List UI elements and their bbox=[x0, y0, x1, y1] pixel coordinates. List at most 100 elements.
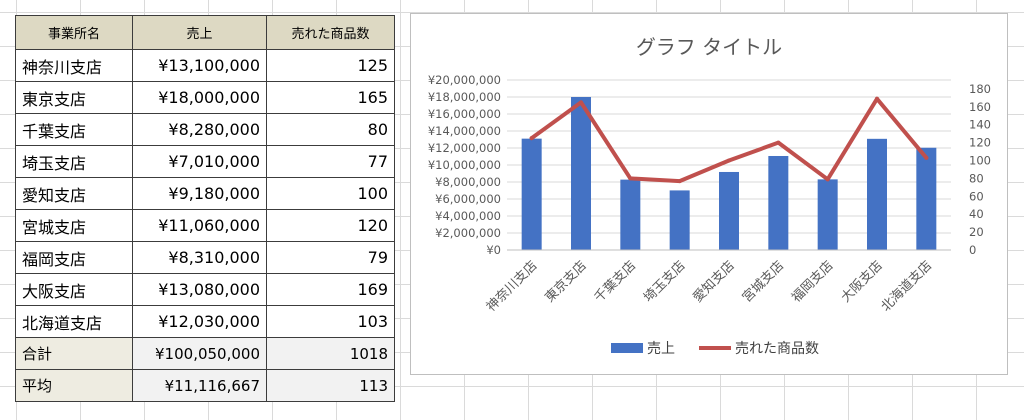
header-cell-sales[interactable]: 売上 bbox=[132, 15, 267, 50]
category-label: 北海道支店 bbox=[879, 258, 936, 315]
left-tick-label: ¥6,000,000 bbox=[435, 192, 501, 206]
legend-swatch-sales bbox=[611, 343, 643, 353]
category-label: 神奈川支店 bbox=[484, 258, 541, 315]
average-label-cell[interactable]: 平均 bbox=[15, 369, 133, 402]
left-tick-label: ¥10,000,000 bbox=[428, 158, 501, 172]
header-cell-branch[interactable]: 事業所名 bbox=[15, 15, 133, 50]
count-cell[interactable]: 80 bbox=[266, 113, 395, 146]
sales-cell[interactable]: ¥7,010,000 bbox=[132, 145, 267, 178]
left-tick-label: ¥2,000,000 bbox=[435, 226, 501, 240]
table-header-row: 事業所名 売上 売れた商品数 bbox=[15, 15, 395, 50]
right-tick-label: 80 bbox=[969, 171, 984, 185]
right-tick-label: 180 bbox=[969, 82, 991, 96]
count-cell[interactable]: 79 bbox=[266, 241, 395, 274]
count-cell[interactable]: 103 bbox=[266, 305, 395, 338]
point-大阪支店[interactable] bbox=[875, 96, 879, 101]
total-sales-cell[interactable]: ¥100,050,000 bbox=[132, 337, 267, 370]
sales-cell[interactable]: ¥9,180,000 bbox=[132, 177, 267, 210]
right-tick-label: 120 bbox=[969, 136, 991, 150]
count-cell[interactable]: 100 bbox=[266, 177, 395, 210]
total-row: 合計 ¥100,050,000 1018 bbox=[15, 337, 395, 370]
count-cell[interactable]: 77 bbox=[266, 145, 395, 178]
bar-愛知支店[interactable] bbox=[719, 171, 739, 250]
table-row: 大阪支店 ¥13,080,000 169 bbox=[15, 273, 395, 306]
right-tick-label: 60 bbox=[969, 189, 984, 203]
sales-cell[interactable]: ¥18,000,000 bbox=[132, 81, 267, 114]
point-千葉支店[interactable] bbox=[628, 176, 633, 181]
table-row: 愛知支店 ¥9,180,000 100 bbox=[15, 177, 395, 210]
table-row: 北海道支店 ¥12,030,000 103 bbox=[15, 305, 395, 338]
branch-cell[interactable]: 北海道支店 bbox=[15, 305, 133, 338]
sales-cell[interactable]: ¥8,310,000 bbox=[132, 241, 267, 274]
category-label: 千葉支店 bbox=[592, 258, 639, 305]
header-cell-count[interactable]: 売れた商品数 bbox=[266, 15, 395, 50]
right-tick-label: 160 bbox=[969, 100, 991, 114]
branch-cell[interactable]: 大阪支店 bbox=[15, 273, 133, 306]
left-tick-label: ¥16,000,000 bbox=[428, 107, 501, 121]
branch-cell[interactable]: 愛知支店 bbox=[15, 177, 133, 210]
branch-cell[interactable]: 東京支店 bbox=[15, 81, 133, 114]
data-table: 事業所名 売上 売れた商品数 神奈川支店 ¥13,100,000 125 東京支… bbox=[15, 15, 395, 402]
table-row: 神奈川支店 ¥13,100,000 125 bbox=[15, 49, 395, 82]
chart-title[interactable]: グラフ タイトル bbox=[636, 35, 782, 59]
table-row: 東京支店 ¥18,000,000 165 bbox=[15, 81, 395, 114]
branch-cell[interactable]: 宮城支店 bbox=[15, 209, 133, 242]
sales-cell[interactable]: ¥13,100,000 bbox=[132, 49, 267, 82]
total-count-cell[interactable]: 1018 bbox=[266, 337, 395, 370]
right-tick-label: 20 bbox=[969, 225, 984, 239]
branch-cell[interactable]: 神奈川支店 bbox=[15, 49, 133, 82]
right-tick-label: 100 bbox=[969, 154, 991, 168]
category-label: 愛知支店 bbox=[690, 258, 738, 306]
bar-大阪支店[interactable] bbox=[867, 138, 887, 250]
left-tick-label: ¥12,000,000 bbox=[428, 141, 501, 155]
average-row: 平均 ¥11,116,667 113 bbox=[15, 369, 395, 402]
count-series[interactable] bbox=[529, 96, 929, 184]
branch-cell[interactable]: 埼玉支店 bbox=[15, 145, 133, 178]
table-row: 埼玉支店 ¥7,010,000 77 bbox=[15, 145, 395, 178]
sales-cell[interactable]: ¥13,080,000 bbox=[132, 273, 267, 306]
average-sales-cell[interactable]: ¥11,116,667 bbox=[132, 369, 267, 402]
sales-cell[interactable]: ¥12,030,000 bbox=[132, 305, 267, 338]
chart-legend[interactable]: 売上 売れた商品数 bbox=[611, 341, 819, 357]
left-tick-label: ¥8,000,000 bbox=[435, 175, 501, 189]
count-cell[interactable]: 169 bbox=[266, 273, 395, 306]
point-愛知支店[interactable] bbox=[727, 158, 731, 163]
bar-福岡支店[interactable] bbox=[817, 179, 838, 250]
bar-東京支店[interactable] bbox=[571, 97, 591, 250]
table-row: 福岡支店 ¥8,310,000 79 bbox=[15, 241, 395, 274]
count-cell[interactable]: 165 bbox=[266, 81, 395, 114]
point-北海道支店[interactable] bbox=[924, 155, 929, 160]
bar-宮城支店[interactable] bbox=[768, 155, 789, 250]
bar-千葉支店[interactable] bbox=[620, 179, 641, 250]
legend-label-sales: 売上 bbox=[647, 341, 675, 357]
point-神奈川支店[interactable] bbox=[529, 136, 534, 141]
bar-埼玉支店[interactable] bbox=[669, 190, 690, 250]
left-tick-label: ¥0 bbox=[486, 243, 501, 257]
category-label: 福岡支店 bbox=[789, 258, 836, 305]
count-cell[interactable]: 120 bbox=[266, 209, 395, 242]
bar-神奈川支店[interactable] bbox=[521, 138, 542, 250]
left-tick-label: ¥4,000,000 bbox=[435, 209, 501, 223]
left-tick-label: ¥20,000,000 bbox=[428, 73, 501, 87]
sales-cell[interactable]: ¥8,280,000 bbox=[132, 113, 267, 146]
branch-cell[interactable]: 福岡支店 bbox=[15, 241, 133, 274]
left-tick-label: ¥14,000,000 bbox=[428, 124, 501, 138]
point-東京支店[interactable] bbox=[579, 100, 583, 105]
average-count-cell[interactable]: 113 bbox=[266, 369, 395, 402]
branch-cell[interactable]: 千葉支店 bbox=[15, 113, 133, 146]
sales-cell[interactable]: ¥11,060,000 bbox=[132, 209, 267, 242]
right-axis: 0 20 40 60 80 100 120 140 160 180 bbox=[969, 82, 991, 257]
chart-panel[interactable]: グラフ タイトル ¥0 ¥2,000,000 ¥4,000,000 ¥6,000,00… bbox=[410, 13, 1008, 375]
combo-chart: グラフ タイトル ¥0 ¥2,000,000 ¥4,000,000 ¥6,000,00… bbox=[428, 35, 991, 357]
point-埼玉支店[interactable] bbox=[677, 179, 682, 184]
left-axis: ¥0 ¥2,000,000 ¥4,000,000 ¥6,000,000 ¥8,000,0… bbox=[428, 73, 501, 257]
total-label-cell[interactable]: 合計 bbox=[15, 337, 133, 370]
point-福岡支店[interactable] bbox=[825, 177, 830, 182]
table-row: 千葉支店 ¥8,280,000 80 bbox=[15, 113, 395, 146]
sales-series[interactable] bbox=[521, 97, 937, 250]
count-cell[interactable]: 125 bbox=[266, 49, 395, 82]
bar-北海道支店[interactable] bbox=[916, 147, 937, 250]
point-宮城支店[interactable] bbox=[776, 140, 781, 145]
left-tick-label: ¥18,000,000 bbox=[428, 90, 501, 104]
